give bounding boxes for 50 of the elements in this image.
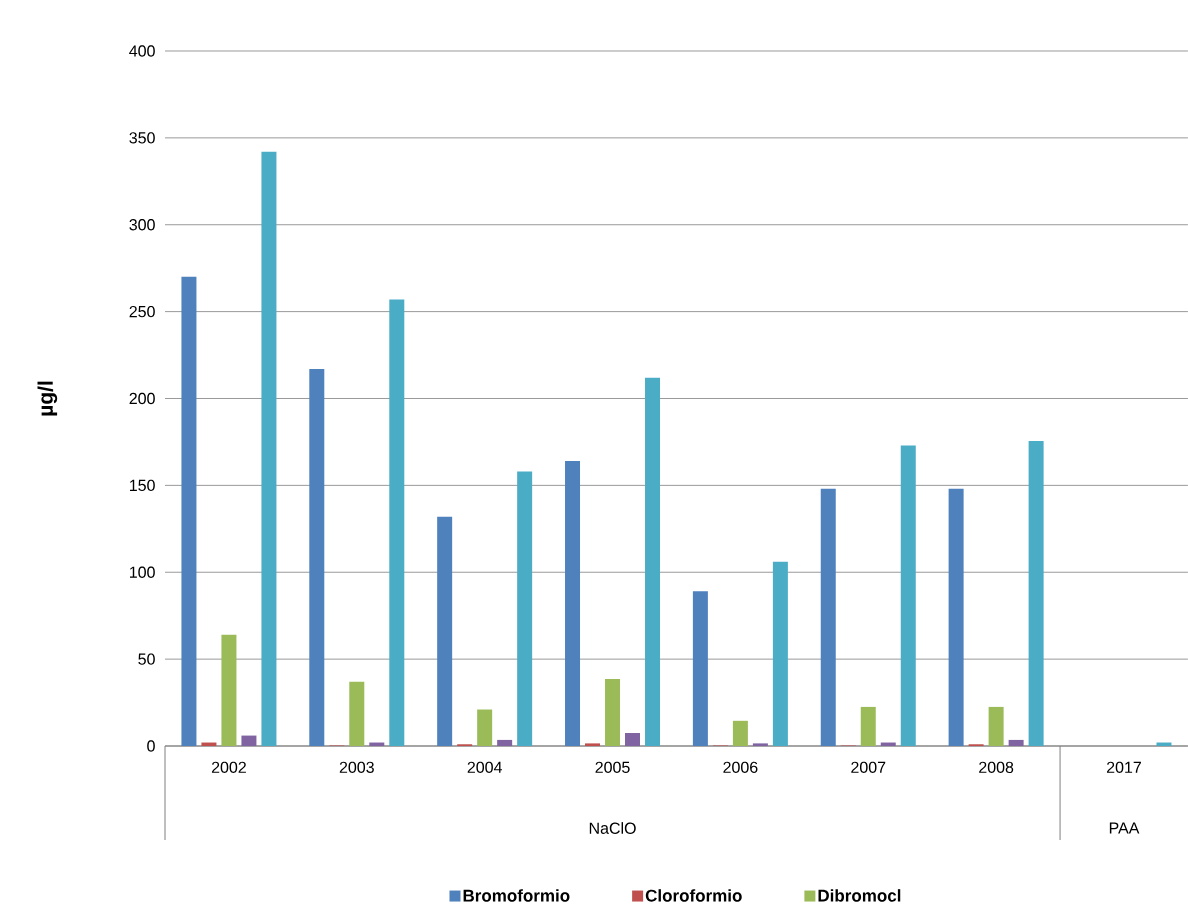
bar bbox=[645, 377, 661, 746]
y-tick-label: 300 bbox=[129, 219, 155, 231]
y-tick-label: 350 bbox=[129, 132, 155, 144]
bar bbox=[585, 743, 601, 746]
bar bbox=[349, 681, 365, 746]
bar bbox=[820, 488, 836, 746]
y-tick-label: 100 bbox=[129, 566, 155, 578]
bar bbox=[241, 735, 257, 746]
y-axis-title: µg/l bbox=[37, 381, 58, 416]
legend-label: Cloroformio bbox=[645, 889, 742, 902]
bar bbox=[692, 591, 708, 746]
text: PAA bbox=[1109, 822, 1140, 834]
bar bbox=[309, 368, 325, 746]
bar bbox=[181, 276, 197, 746]
bar bbox=[860, 706, 876, 746]
bar bbox=[988, 706, 1004, 746]
y-tick-label: 50 bbox=[138, 653, 155, 665]
bar bbox=[1028, 441, 1044, 746]
x-tick-label: 2003 bbox=[339, 761, 374, 773]
bar bbox=[261, 151, 277, 746]
bar bbox=[1008, 739, 1024, 746]
y-tick-label: 200 bbox=[129, 392, 155, 405]
x-tick-label: 2002 bbox=[211, 761, 246, 773]
bar bbox=[605, 679, 621, 746]
bar bbox=[497, 739, 513, 746]
x-tick-label: 2007 bbox=[851, 761, 886, 773]
bar bbox=[221, 634, 237, 746]
y-tick-label: 400 bbox=[129, 45, 155, 57]
legend-label: Dibromocl bbox=[818, 889, 901, 902]
bar bbox=[517, 471, 533, 746]
text: NaClO bbox=[589, 822, 636, 834]
bar bbox=[752, 743, 768, 746]
legend-label: Bromoformio bbox=[463, 889, 570, 902]
y-tick-label: 150 bbox=[129, 479, 155, 492]
bar bbox=[565, 461, 581, 746]
bar bbox=[900, 445, 916, 746]
y-tick-label: 0 bbox=[147, 740, 155, 752]
bar bbox=[477, 709, 493, 746]
bar bbox=[732, 720, 748, 746]
x-tick-label: 2017 bbox=[1107, 761, 1141, 773]
bar bbox=[772, 561, 788, 746]
y-tick-label: 250 bbox=[129, 305, 155, 318]
bar bbox=[948, 488, 964, 746]
x-tick-label: 2006 bbox=[723, 761, 758, 773]
bar bbox=[437, 516, 453, 746]
x-tick-label: 2008 bbox=[979, 761, 1014, 773]
x-tick-label: 2004 bbox=[467, 761, 502, 773]
bar bbox=[625, 732, 641, 746]
bar bbox=[389, 299, 405, 746]
x-tick-label: 2005 bbox=[595, 761, 630, 773]
